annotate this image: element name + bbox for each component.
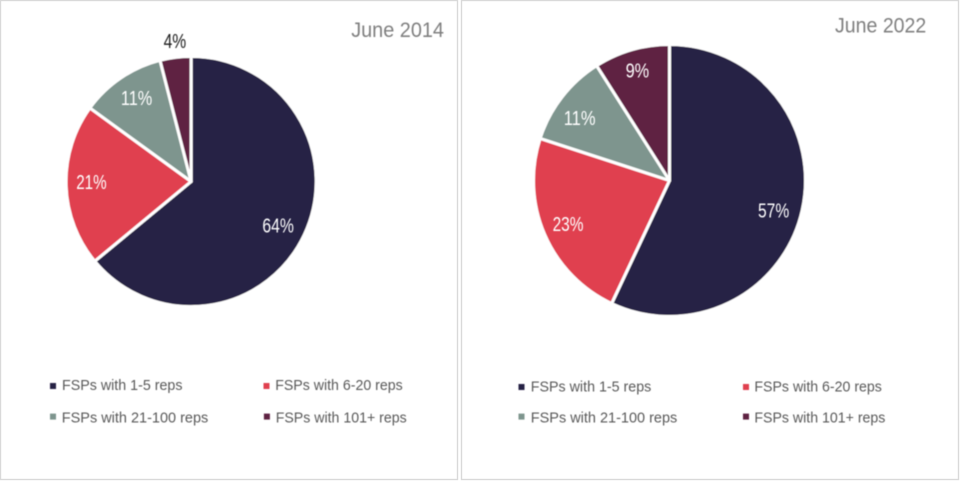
- svg-text:4%: 4%: [164, 31, 187, 53]
- svg-text:9%: 9%: [626, 61, 650, 83]
- svg-text:23%: 23%: [553, 214, 584, 236]
- svg-text:FSPs with 101+ reps: FSPs with 101+ reps: [276, 410, 407, 427]
- svg-text:FSPs with 1-5 reps: FSPs with 1-5 reps: [531, 379, 652, 396]
- svg-text:June 2022: June 2022: [835, 15, 926, 38]
- svg-text:FSPs with 21-100 reps: FSPs with 21-100 reps: [62, 410, 209, 427]
- svg-text:June 2014: June 2014: [351, 19, 444, 42]
- svg-text:11%: 11%: [121, 88, 153, 110]
- svg-text:FSPs with 21-100 reps: FSPs with 21-100 reps: [531, 410, 678, 427]
- svg-text:FSPs with 101+ reps: FSPs with 101+ reps: [754, 410, 885, 427]
- svg-text:11%: 11%: [564, 108, 596, 130]
- svg-text:FSPs with 1-5 reps: FSPs with 1-5 reps: [62, 377, 183, 394]
- svg-text:FSPs with 6-20 reps: FSPs with 6-20 reps: [275, 377, 403, 394]
- svg-text:57%: 57%: [758, 201, 789, 223]
- svg-text:FSPs with 6-20 reps: FSPs with 6-20 reps: [754, 379, 882, 396]
- svg-text:64%: 64%: [262, 215, 294, 237]
- svg-text:21%: 21%: [76, 172, 107, 194]
